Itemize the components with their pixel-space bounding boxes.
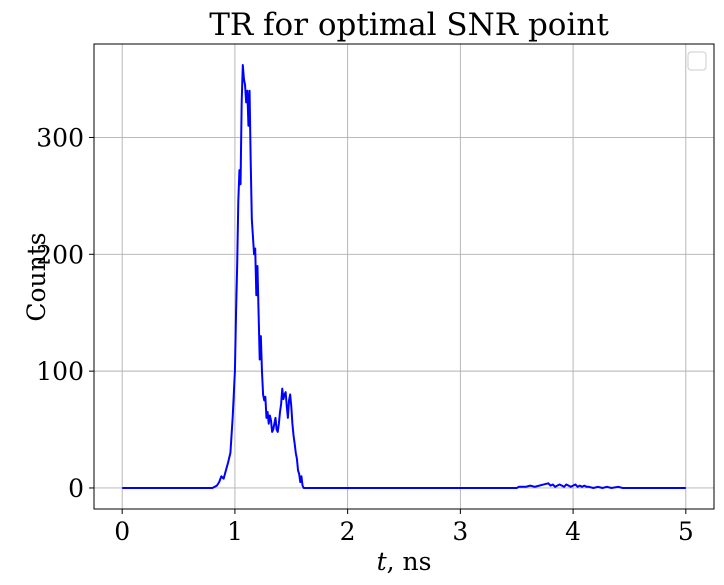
x-tick-label: 4	[565, 517, 581, 546]
x-axis-variable: t	[377, 547, 388, 576]
x-axis-label: t, ns	[377, 547, 432, 576]
x-tick-label: 0	[114, 517, 130, 546]
x-tick-labels: 0 1 2 3 4 5	[114, 517, 694, 546]
chart-title: TR for optimal SNR point	[209, 7, 609, 43]
series-line	[122, 64, 686, 489]
y-axis-label: Counts	[22, 232, 51, 321]
plot-frame	[93, 43, 715, 510]
y-tick-label: 100	[36, 357, 84, 386]
x-tick-label: 2	[340, 517, 356, 546]
legend-box	[687, 51, 707, 71]
x-tick-label: 5	[678, 517, 694, 546]
grid-lines	[94, 44, 714, 509]
y-tick-labels: 0 100 200 300	[36, 123, 84, 503]
tick-marks	[89, 136, 687, 514]
x-tick-label: 1	[227, 517, 243, 546]
y-tick-label: 0	[68, 474, 84, 503]
x-tick-label: 3	[452, 517, 468, 546]
x-axis-unit: , ns	[387, 547, 432, 576]
y-tick-label: 300	[36, 123, 84, 152]
y-tick-label: 200	[36, 240, 84, 269]
series-layer	[122, 64, 686, 489]
